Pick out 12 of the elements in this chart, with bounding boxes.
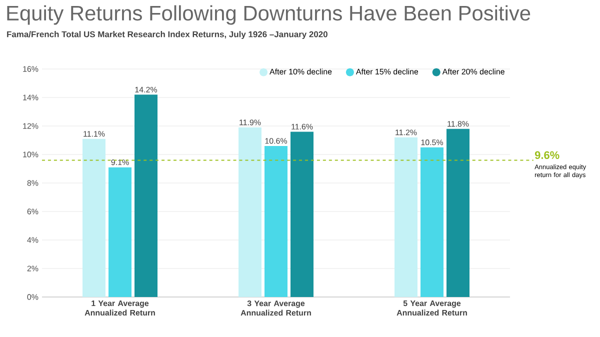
chart-subtitle: Fama/French Total US Market Research Index Returns, July 1926 –January 2020 [7,31,328,39]
bar [82,138,106,297]
chart-title: Equity Returns Following Downturns Have Been Positive [7,5,530,25]
ref-line-label: 9.6% [534,151,560,159]
bar [108,167,132,297]
bar [134,94,158,297]
bar [264,146,288,297]
bar [238,127,262,297]
bar [290,132,314,297]
bar [394,137,418,297]
bar [420,147,444,297]
bar [446,128,470,297]
